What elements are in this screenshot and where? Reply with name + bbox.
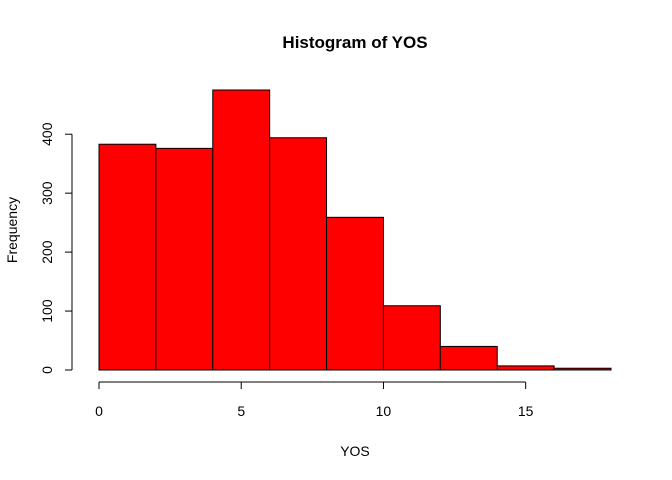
x-axis: 0 5 10 15 bbox=[95, 381, 534, 419]
chart-title: Histogram of YOS bbox=[282, 33, 427, 52]
histogram-bar-8 bbox=[553, 367, 612, 371]
histogram-bar-1 bbox=[155, 147, 214, 371]
y-tick-label: 200 bbox=[39, 240, 55, 264]
histogram-bar-4 bbox=[326, 216, 384, 371]
y-tick-label: 400 bbox=[39, 122, 55, 146]
x-tick-label: 0 bbox=[95, 403, 103, 419]
histogram-bar-7 bbox=[496, 365, 555, 371]
bars-group bbox=[98, 89, 612, 371]
histogram-bar-2 bbox=[212, 89, 271, 371]
x-tick-label: 10 bbox=[376, 403, 392, 419]
y-tick-label: 0 bbox=[39, 366, 55, 374]
histogram-bar-5 bbox=[382, 305, 441, 371]
x-tick-label: 5 bbox=[237, 403, 245, 419]
histogram-bar-0 bbox=[98, 143, 157, 371]
histogram-bar-3 bbox=[269, 137, 328, 371]
y-tick-label: 300 bbox=[39, 181, 55, 205]
histogram-bar-6 bbox=[439, 345, 498, 371]
x-axis-title: YOS bbox=[340, 443, 370, 459]
y-axis-title: Frequency bbox=[4, 197, 20, 263]
y-axis: 0 100 200 300 400 bbox=[39, 122, 73, 374]
x-tick-label: 15 bbox=[518, 403, 534, 419]
y-tick-label: 100 bbox=[39, 299, 55, 323]
